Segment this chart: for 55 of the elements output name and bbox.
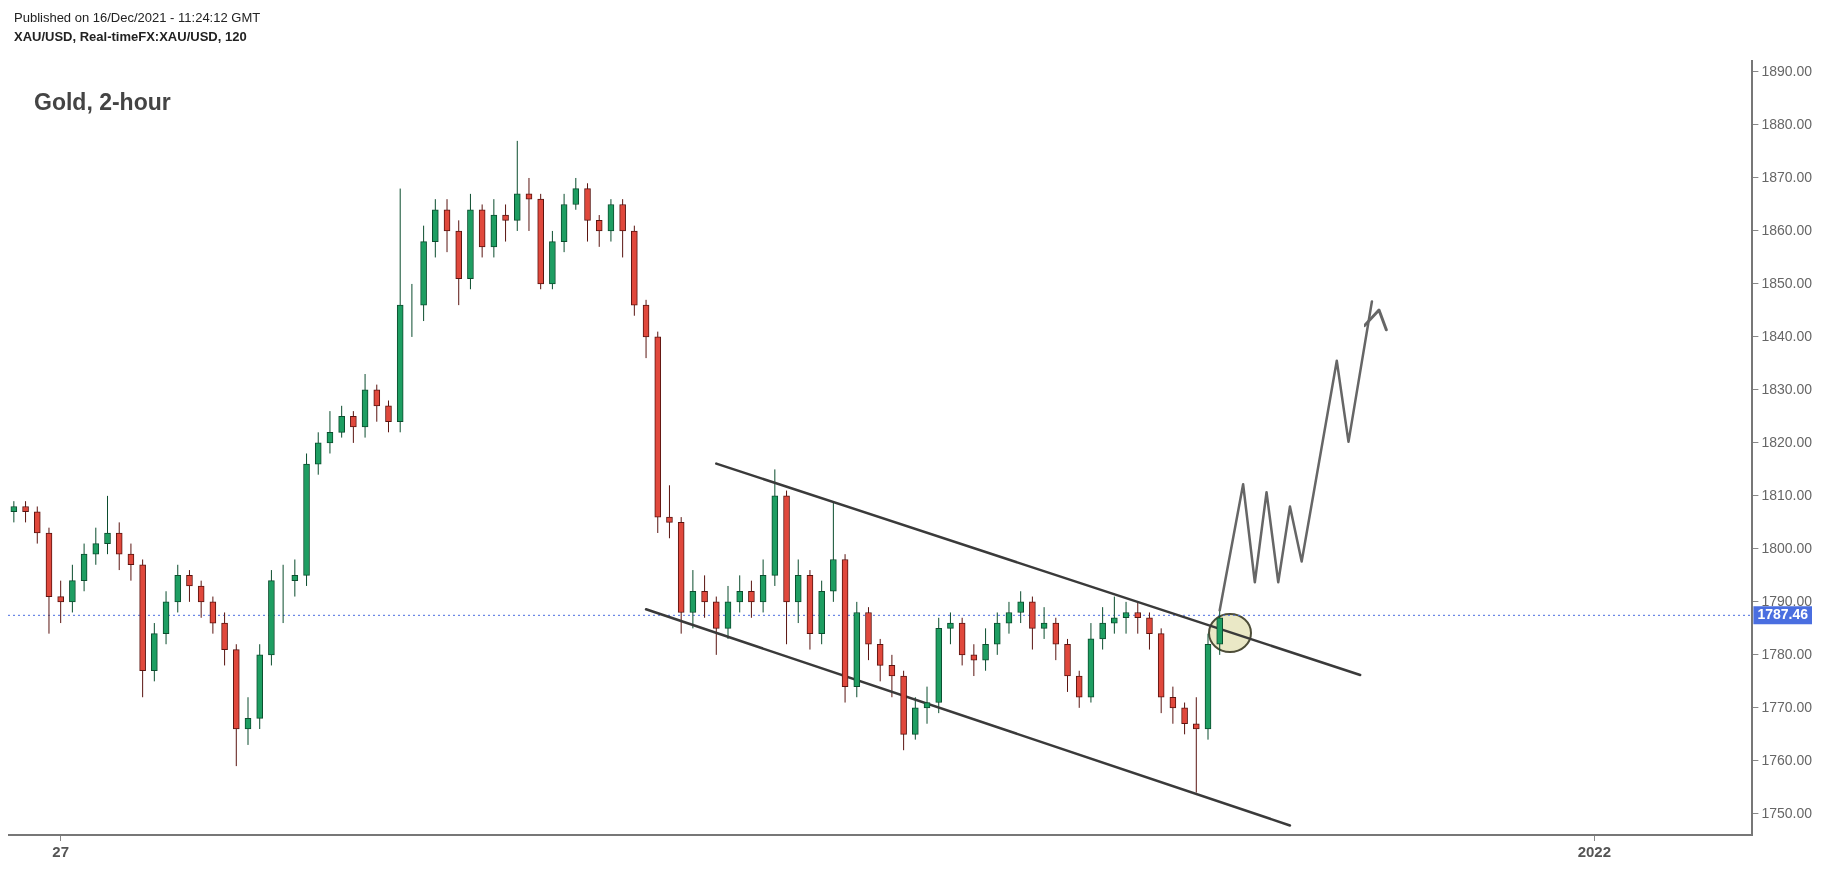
candlestick (69, 564, 76, 613)
candlestick (701, 574, 708, 619)
y-tick-label: 1850.00 (1761, 274, 1813, 291)
candlestick (197, 580, 205, 619)
candlestick (736, 574, 744, 613)
candlestick (350, 410, 357, 444)
candlestick (572, 177, 580, 211)
candlestick (1134, 601, 1142, 635)
y-tick-label: 1810.00 (1761, 486, 1813, 503)
candlestick (1052, 617, 1060, 661)
y-tick-label: 1790.00 (1761, 592, 1813, 609)
candlestick (385, 400, 392, 433)
candlestick (993, 611, 1001, 656)
candlestick (373, 384, 381, 423)
candlestick (314, 431, 322, 476)
y-tick-label: 1840.00 (1761, 327, 1813, 344)
candlestick (502, 203, 509, 243)
candlestick (666, 484, 673, 539)
candlestick (104, 495, 111, 555)
candlestick (1017, 590, 1025, 624)
candlestick (1099, 606, 1106, 651)
y-tick-label: 1770.00 (1761, 698, 1813, 715)
candlestick (947, 611, 954, 645)
candlestick (1111, 596, 1118, 635)
candlestick (57, 580, 65, 624)
x-tick-label: 2022 (1577, 843, 1612, 861)
y-tick-label: 1870.00 (1761, 168, 1813, 185)
candlestick (595, 214, 603, 248)
y-tick-label: 1780.00 (1761, 645, 1813, 662)
candlestick (338, 405, 345, 439)
candlestick (22, 500, 29, 523)
chart-subtitle: XAU/USD, Real-timeFX:XAU/USD, 120 (14, 28, 248, 46)
y-tick-label: 1890.00 (1761, 62, 1813, 79)
text: Gold, 2-hour (34, 88, 171, 115)
x-tick-label: 27 (52, 843, 70, 861)
candlestick (1146, 611, 1153, 651)
text: Published on 16/Dec/2021 - 11:24:12 GMT (14, 9, 262, 27)
candlestick (92, 527, 100, 566)
y-tick-label: 1750.00 (1761, 804, 1813, 821)
y-tick-label: 1830.00 (1761, 380, 1813, 397)
y-tick-label: 1860.00 (1761, 221, 1813, 238)
ref-line-label: 1787.46 (1757, 606, 1809, 623)
y-tick-label: 1880.00 (1761, 115, 1813, 132)
candlestick (876, 638, 884, 682)
candlestick (1075, 670, 1083, 709)
y-tick-label: 1800.00 (1761, 539, 1813, 556)
candlestick (115, 521, 123, 571)
y-tick-label: 1820.00 (1761, 433, 1813, 450)
y-tick-label: 1760.00 (1761, 751, 1813, 768)
candlestick (33, 505, 41, 545)
candlestick (186, 569, 193, 603)
candlestick (1181, 702, 1188, 735)
candlestick (748, 580, 755, 619)
candlestick (1192, 696, 1200, 794)
candlestick (982, 627, 989, 672)
